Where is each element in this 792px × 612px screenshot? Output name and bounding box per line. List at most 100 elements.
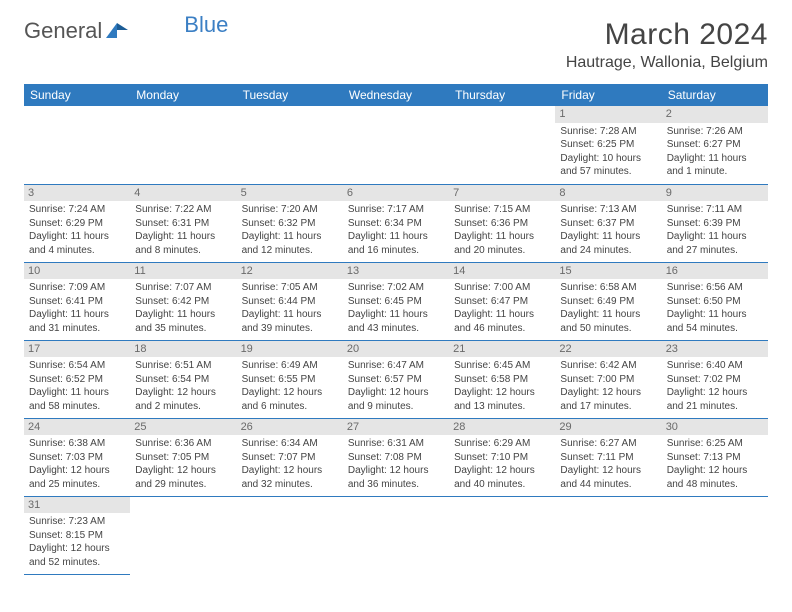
- cell-line: Sunset: 6:47 PM: [454, 295, 550, 309]
- cell-line: and 35 minutes.: [135, 322, 231, 336]
- calendar-cell: 13Sunrise: 7:02 AMSunset: 6:45 PMDayligh…: [343, 262, 449, 340]
- location-text: Hautrage, Wallonia, Belgium: [566, 54, 768, 72]
- cell-line: Daylight: 11 hours: [667, 230, 763, 244]
- cell-line: Daylight: 11 hours: [560, 230, 656, 244]
- cell-line: and 25 minutes.: [29, 478, 125, 492]
- day-number: 17: [24, 341, 130, 358]
- calendar-cell: [24, 106, 130, 184]
- cell-line: Sunset: 7:07 PM: [242, 451, 338, 465]
- calendar-cell: [449, 496, 555, 574]
- cell-line: and 39 minutes.: [242, 322, 338, 336]
- calendar-row: 31Sunrise: 7:23 AMSunset: 8:15 PMDayligh…: [24, 496, 768, 574]
- cell-line: Daylight: 12 hours: [242, 464, 338, 478]
- cell-line: and 1 minute.: [667, 165, 763, 179]
- calendar-cell: 3Sunrise: 7:24 AMSunset: 6:29 PMDaylight…: [24, 184, 130, 262]
- calendar-cell: 22Sunrise: 6:42 AMSunset: 7:00 PMDayligh…: [555, 340, 661, 418]
- day-number: 20: [343, 341, 449, 358]
- cell-line: Sunrise: 6:27 AM: [560, 437, 656, 451]
- calendar-cell: 17Sunrise: 6:54 AMSunset: 6:52 PMDayligh…: [24, 340, 130, 418]
- cell-line: Sunrise: 6:36 AM: [135, 437, 231, 451]
- cell-line: and 9 minutes.: [348, 400, 444, 414]
- cell-line: Daylight: 12 hours: [560, 386, 656, 400]
- day-number: 22: [555, 341, 661, 358]
- cell-line: and 16 minutes.: [348, 244, 444, 258]
- cell-line: Sunrise: 7:13 AM: [560, 203, 656, 217]
- calendar-body: 1Sunrise: 7:28 AMSunset: 6:25 PMDaylight…: [24, 106, 768, 574]
- calendar-cell: 14Sunrise: 7:00 AMSunset: 6:47 PMDayligh…: [449, 262, 555, 340]
- cell-line: Sunset: 6:58 PM: [454, 373, 550, 387]
- calendar-cell: 4Sunrise: 7:22 AMSunset: 6:31 PMDaylight…: [130, 184, 236, 262]
- cell-line: Sunset: 6:54 PM: [135, 373, 231, 387]
- cell-line: and 48 minutes.: [667, 478, 763, 492]
- cell-line: and 31 minutes.: [29, 322, 125, 336]
- cell-line: Daylight: 11 hours: [242, 308, 338, 322]
- calendar-cell: 6Sunrise: 7:17 AMSunset: 6:34 PMDaylight…: [343, 184, 449, 262]
- cell-line: Daylight: 11 hours: [29, 386, 125, 400]
- calendar-cell: 19Sunrise: 6:49 AMSunset: 6:55 PMDayligh…: [237, 340, 343, 418]
- page-title: March 2024: [566, 18, 768, 52]
- cell-line: Sunset: 6:50 PM: [667, 295, 763, 309]
- cell-line: Daylight: 12 hours: [348, 464, 444, 478]
- day-number: 31: [24, 497, 130, 514]
- cell-line: Sunset: 6:36 PM: [454, 217, 550, 231]
- cell-line: and 54 minutes.: [667, 322, 763, 336]
- cell-line: Sunset: 6:44 PM: [242, 295, 338, 309]
- day-number: 9: [662, 185, 768, 202]
- calendar-cell: 9Sunrise: 7:11 AMSunset: 6:39 PMDaylight…: [662, 184, 768, 262]
- cell-line: Sunset: 6:49 PM: [560, 295, 656, 309]
- cell-line: and 21 minutes.: [667, 400, 763, 414]
- cell-line: Sunset: 7:11 PM: [560, 451, 656, 465]
- day-number: 26: [237, 419, 343, 436]
- calendar-cell: [130, 106, 236, 184]
- cell-line: Daylight: 12 hours: [29, 464, 125, 478]
- day-number: 28: [449, 419, 555, 436]
- day-number: 7: [449, 185, 555, 202]
- cell-line: Daylight: 12 hours: [667, 464, 763, 478]
- cell-line: Sunrise: 7:28 AM: [560, 125, 656, 139]
- weekday-row: SundayMondayTuesdayWednesdayThursdayFrid…: [24, 84, 768, 106]
- cell-line: Daylight: 12 hours: [348, 386, 444, 400]
- cell-line: and 12 minutes.: [242, 244, 338, 258]
- day-number: 8: [555, 185, 661, 202]
- cell-line: and 32 minutes.: [242, 478, 338, 492]
- day-number: 29: [555, 419, 661, 436]
- cell-line: Sunrise: 6:56 AM: [667, 281, 763, 295]
- calendar-cell: [130, 496, 236, 574]
- calendar-cell: [343, 106, 449, 184]
- cell-line: Sunrise: 6:25 AM: [667, 437, 763, 451]
- day-number: 15: [555, 263, 661, 280]
- day-number: 3: [24, 185, 130, 202]
- calendar-row: 3Sunrise: 7:24 AMSunset: 6:29 PMDaylight…: [24, 184, 768, 262]
- cell-line: Sunset: 7:13 PM: [667, 451, 763, 465]
- cell-line: and 36 minutes.: [348, 478, 444, 492]
- cell-line: Sunset: 6:31 PM: [135, 217, 231, 231]
- day-number: 19: [237, 341, 343, 358]
- cell-line: and 40 minutes.: [454, 478, 550, 492]
- calendar-cell: [555, 496, 661, 574]
- cell-line: Daylight: 12 hours: [454, 386, 550, 400]
- calendar-cell: 15Sunrise: 6:58 AMSunset: 6:49 PMDayligh…: [555, 262, 661, 340]
- calendar-cell: 21Sunrise: 6:45 AMSunset: 6:58 PMDayligh…: [449, 340, 555, 418]
- cell-line: Sunrise: 6:31 AM: [348, 437, 444, 451]
- day-number: 5: [237, 185, 343, 202]
- cell-line: Sunrise: 6:42 AM: [560, 359, 656, 373]
- calendar-cell: 11Sunrise: 7:07 AMSunset: 6:42 PMDayligh…: [130, 262, 236, 340]
- cell-line: Daylight: 12 hours: [135, 464, 231, 478]
- cell-line: Sunrise: 7:15 AM: [454, 203, 550, 217]
- cell-line: Daylight: 12 hours: [29, 542, 125, 556]
- calendar-cell: 8Sunrise: 7:13 AMSunset: 6:37 PMDaylight…: [555, 184, 661, 262]
- cell-line: Sunset: 7:08 PM: [348, 451, 444, 465]
- weekday-header: Saturday: [662, 84, 768, 106]
- cell-line: and 43 minutes.: [348, 322, 444, 336]
- day-number: 16: [662, 263, 768, 280]
- cell-line: Sunrise: 7:26 AM: [667, 125, 763, 139]
- day-number: 27: [343, 419, 449, 436]
- calendar-cell: 31Sunrise: 7:23 AMSunset: 8:15 PMDayligh…: [24, 496, 130, 574]
- cell-line: Sunset: 6:27 PM: [667, 138, 763, 152]
- cell-line: Daylight: 11 hours: [454, 308, 550, 322]
- weekday-header: Wednesday: [343, 84, 449, 106]
- cell-line: and 27 minutes.: [667, 244, 763, 258]
- day-number: 21: [449, 341, 555, 358]
- cell-line: Sunrise: 6:29 AM: [454, 437, 550, 451]
- cell-line: Sunrise: 6:54 AM: [29, 359, 125, 373]
